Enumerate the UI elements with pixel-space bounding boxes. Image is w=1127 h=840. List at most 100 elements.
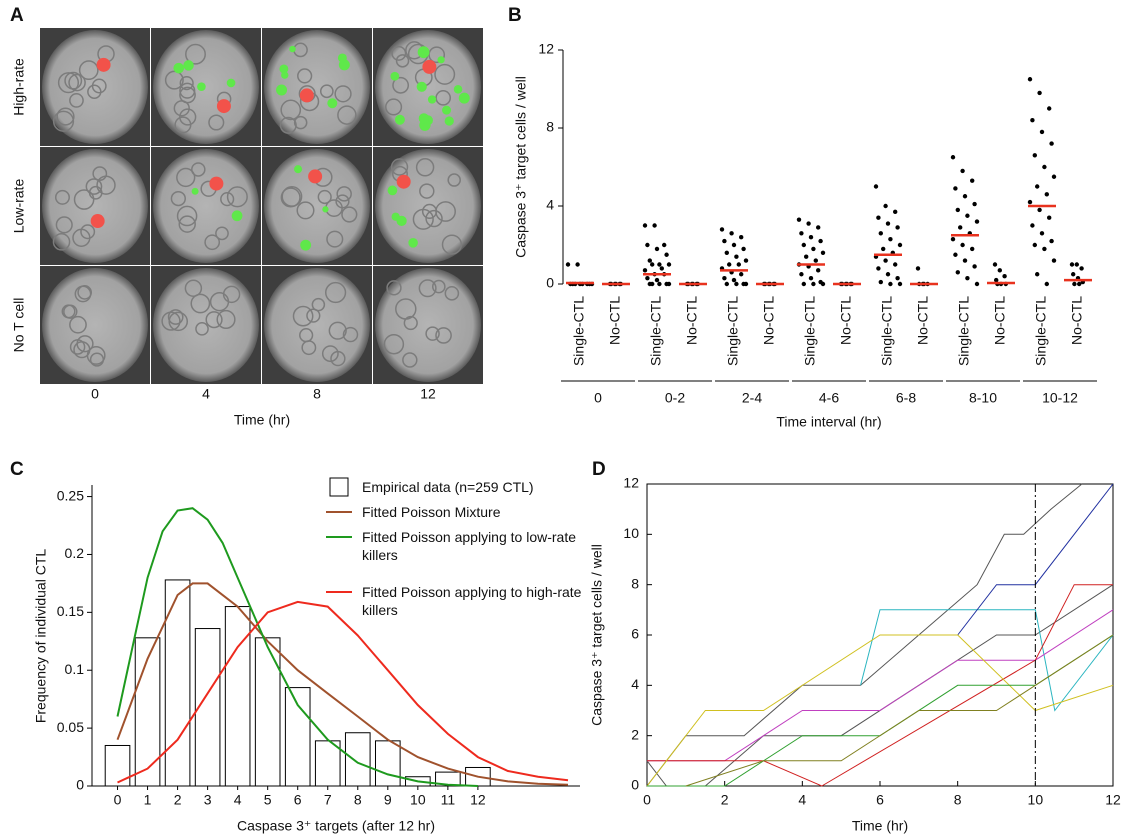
green-cell xyxy=(231,210,243,222)
cell xyxy=(297,68,313,84)
data-point xyxy=(804,254,809,259)
data-point xyxy=(950,155,956,160)
cell xyxy=(434,63,456,85)
red-cell xyxy=(299,88,314,103)
cell xyxy=(383,333,405,355)
data-point xyxy=(1037,207,1042,213)
data-point xyxy=(727,262,732,267)
cell xyxy=(195,322,209,336)
data-point xyxy=(645,242,650,248)
data-point xyxy=(666,281,672,287)
data-point xyxy=(654,277,660,283)
category-label: No-CTL xyxy=(1069,296,1085,345)
cell xyxy=(170,190,186,207)
green-cell xyxy=(337,53,347,63)
green-cell xyxy=(327,98,338,109)
cell xyxy=(279,116,297,134)
y-tick-label: 10 xyxy=(623,525,639,541)
x-tick-label: 0 xyxy=(643,792,651,808)
column-label: 12 xyxy=(420,386,436,402)
cell xyxy=(87,84,102,99)
data-point xyxy=(1051,174,1057,179)
cell xyxy=(385,98,403,116)
cell xyxy=(319,84,334,99)
data-point xyxy=(1049,238,1054,244)
green-cell xyxy=(418,113,430,124)
category-label: Single-CTL xyxy=(879,296,895,366)
well xyxy=(375,268,481,382)
green-cell xyxy=(281,71,289,79)
category-label: No-CTL xyxy=(607,296,623,345)
red-cell xyxy=(209,176,224,191)
cell xyxy=(391,45,407,61)
data-point xyxy=(657,281,662,287)
cell xyxy=(167,309,184,325)
data-point xyxy=(741,246,746,252)
cell xyxy=(292,305,314,327)
data-point xyxy=(811,246,816,252)
data-point xyxy=(1044,281,1050,287)
cell xyxy=(64,71,83,90)
green-cell xyxy=(173,62,185,74)
data-point xyxy=(724,250,729,255)
trajectory xyxy=(647,584,1113,787)
cell xyxy=(215,226,229,241)
cell xyxy=(336,186,352,202)
well xyxy=(42,149,148,263)
cell xyxy=(428,46,446,64)
green-cell xyxy=(300,239,312,251)
cell xyxy=(435,201,456,222)
cell xyxy=(220,192,235,207)
x-tick-label: 8 xyxy=(954,792,962,808)
data-point xyxy=(1069,262,1075,267)
cell xyxy=(52,233,71,251)
data-point xyxy=(575,262,580,267)
category-label: Single-CTL xyxy=(725,296,741,366)
well xyxy=(42,268,148,382)
green-cell xyxy=(394,114,405,125)
data-point xyxy=(1072,281,1077,287)
data-point xyxy=(722,275,727,281)
data-point xyxy=(650,262,655,267)
category-label: Single-CTL xyxy=(1033,296,1049,366)
x-tick-label: 4 xyxy=(798,792,806,808)
data-point xyxy=(950,236,956,242)
cell xyxy=(78,60,99,81)
red-cell xyxy=(422,59,437,74)
y-tick-label: 12 xyxy=(623,475,639,491)
x-tick-label: 2 xyxy=(721,792,729,808)
cell xyxy=(74,285,92,303)
cell xyxy=(191,162,206,177)
category-label: Single-CTL xyxy=(571,296,587,366)
data-point xyxy=(997,268,1002,273)
data-point xyxy=(958,225,963,230)
data-point xyxy=(799,272,804,277)
bar xyxy=(254,637,281,787)
cell xyxy=(179,108,197,126)
y-tick-label: 0.15 xyxy=(57,603,84,619)
interval-label: 0 xyxy=(594,390,602,406)
data-point xyxy=(739,235,744,240)
x-axis-label: Time (hr) xyxy=(234,412,290,428)
y-tick-label: 6 xyxy=(631,626,639,642)
interval-label: 10-12 xyxy=(1042,390,1078,406)
cell xyxy=(56,107,75,126)
data-point xyxy=(650,281,655,287)
data-point xyxy=(818,238,823,244)
category-label: No-CTL xyxy=(992,296,1008,345)
cell xyxy=(178,215,196,233)
cell xyxy=(226,186,248,208)
x-tick-label: 1 xyxy=(144,792,152,808)
data-point xyxy=(796,217,802,222)
data-point xyxy=(654,246,660,252)
cell xyxy=(403,315,418,331)
cell xyxy=(54,189,70,205)
data-point xyxy=(799,231,804,236)
x-tick-label: 3 xyxy=(204,792,212,808)
data-point xyxy=(1077,281,1082,287)
column-label: 8 xyxy=(313,386,321,402)
panel-letter: C xyxy=(10,459,24,480)
data-point xyxy=(820,250,826,255)
category-label: Single-CTL xyxy=(802,296,818,366)
green-cell xyxy=(444,116,454,126)
